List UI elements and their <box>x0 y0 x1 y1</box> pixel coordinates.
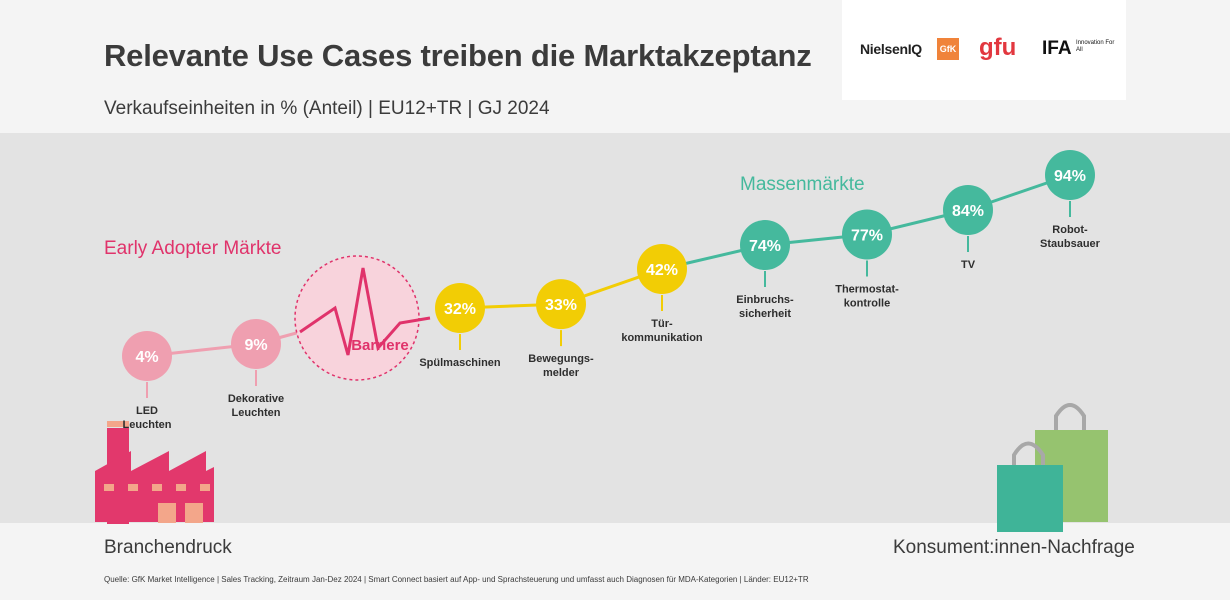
data-point: 84% TV <box>943 185 993 271</box>
point-value-label: 42% <box>646 262 678 279</box>
point-value-label: 33% <box>545 297 577 314</box>
point-marker <box>1045 150 1095 200</box>
factory-window <box>176 484 186 491</box>
data-point: 42% Tür-kommunikation <box>621 244 703 344</box>
point-value-label: 84% <box>952 203 984 220</box>
category-label: kontrolle <box>844 298 890 310</box>
source-note: Quelle: GfK Market Intelligence | Sales … <box>104 575 809 584</box>
logo-bar: NielsenIQ GfK gfu IFA Innovation For All <box>842 0 1126 100</box>
point-marker <box>637 244 687 294</box>
point-marker <box>943 185 993 235</box>
shopping-bags-icon <box>997 403 1108 532</box>
category-label: Tür- <box>651 318 673 330</box>
barrier-marker: Barriere <box>294 255 431 381</box>
factory-window <box>104 484 114 491</box>
factory-chimney-cap <box>107 421 129 427</box>
factory-window <box>128 484 138 491</box>
data-point: 33% Bewegungs-melder <box>528 279 594 379</box>
bag-handle-front <box>1012 441 1045 467</box>
data-point: 9% Dekorative Leuchten <box>228 319 284 419</box>
point-value-label: 94% <box>1054 168 1086 185</box>
data-point: 4% LED Leuchten <box>122 331 172 431</box>
category-label: LED <box>136 405 158 417</box>
footer-left-label: Branchendruck <box>104 537 232 558</box>
page-title: Relevante Use Cases treiben die Marktakz… <box>104 38 812 73</box>
point-marker <box>740 220 790 270</box>
category-label: Dekorative <box>228 393 284 405</box>
barrier-label: Barriere <box>351 337 409 354</box>
category-label: Einbruchs- <box>736 294 794 306</box>
nielseniq-logo: NielsenIQ <box>860 41 922 57</box>
ifa-logo: IFA <box>1042 38 1072 59</box>
page-subtitle: Verkaufseinheiten in % (Anteil) | EU12+T… <box>104 98 550 119</box>
barrier-zigzag <box>299 267 431 356</box>
segment-label-early: Early Adopter Märkte <box>104 238 281 259</box>
category-label: TV <box>961 259 976 271</box>
barrier-circle <box>294 255 420 381</box>
category-label: Thermostat- <box>835 284 899 296</box>
category-label: melder <box>543 367 580 379</box>
factory-window <box>200 484 210 491</box>
point-value-label: 32% <box>444 301 476 318</box>
category-label: Leuchten <box>232 407 281 419</box>
factory-window <box>152 484 162 491</box>
ifa-tagline: Innovation For All <box>1076 40 1115 53</box>
point-marker <box>536 279 586 330</box>
footer-right-label: Konsument:innen-Nachfrage <box>893 537 1135 558</box>
factory-icon <box>95 421 214 524</box>
bag-front <box>997 465 1063 532</box>
point-marker <box>842 209 892 260</box>
data-point: 77% Thermostat-kontrolle <box>835 209 899 310</box>
chart-points: 4% LED Leuchten 9% Dekorative Leuchten 32% Spül… <box>122 150 1101 431</box>
point-marker <box>122 331 172 381</box>
category-label: Leuchten <box>123 419 172 431</box>
gfu-logo: gfu <box>979 34 1017 61</box>
point-value-label: 74% <box>749 238 781 255</box>
factory-door <box>185 503 203 523</box>
point-value-label: 4% <box>135 349 158 366</box>
factory-door <box>158 503 176 523</box>
data-point: 94% Robot- Staubsauer <box>1040 150 1101 250</box>
illustrations <box>95 403 1108 532</box>
chart-lines <box>146 173 1071 358</box>
category-label: Bewegungs- <box>528 353 594 365</box>
data-point: 74% Einbruchs-sicherheit <box>736 220 794 320</box>
point-marker <box>435 283 485 333</box>
gfk-logo: GfK <box>937 38 959 60</box>
category-label: kommunikation <box>621 332 703 344</box>
point-value-label: 9% <box>244 337 267 354</box>
category-label: sicherheit <box>739 308 791 320</box>
segment-label-mass: Massenmärkte <box>740 174 865 195</box>
bag-handle-back <box>1054 403 1086 432</box>
data-point: 32% Spülmaschinen <box>419 283 501 369</box>
point-value-label: 77% <box>851 228 883 245</box>
point-marker <box>231 319 281 369</box>
category-label: Robot- <box>1052 224 1088 236</box>
category-label: Staubsauer <box>1040 238 1101 250</box>
category-label: Spülmaschinen <box>419 357 501 369</box>
